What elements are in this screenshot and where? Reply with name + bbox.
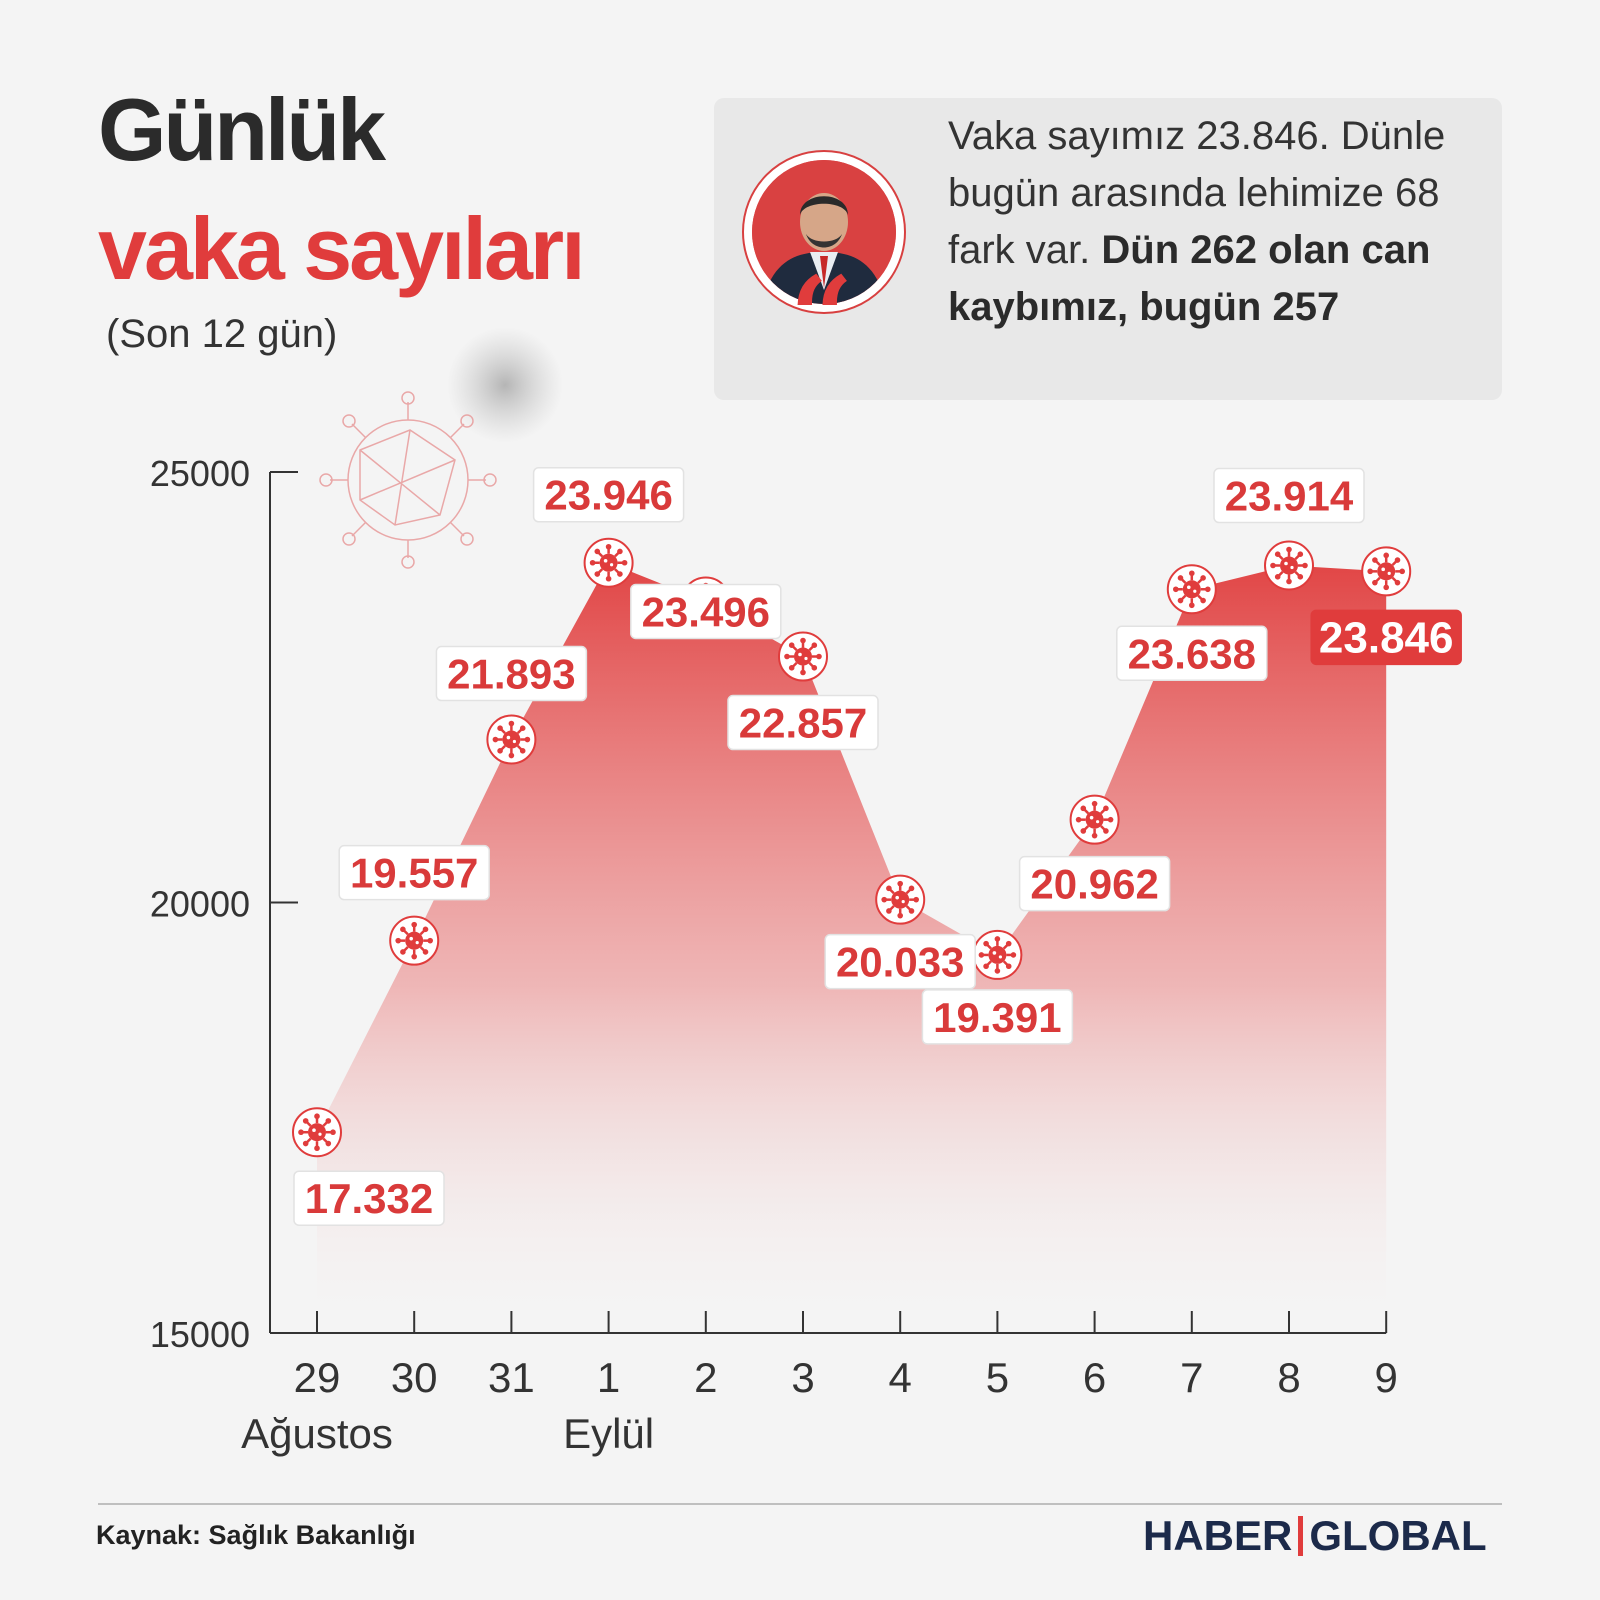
value-label: 20.962: [1018, 855, 1171, 912]
axes: 15000 20000 25000 29 30 31 1 2 3 4 5 6 7 8 9 Ağustos Eyl…: [150, 453, 1398, 1457]
avatar: [742, 150, 906, 314]
quote-mark-icon: “: [790, 252, 854, 381]
minister-portrait-icon: [752, 160, 896, 304]
footer-divider: [98, 1503, 1502, 1505]
month-label: Ağustos: [241, 1410, 393, 1457]
virus-icon: [292, 1107, 342, 1158]
x-tick-label: 2: [694, 1354, 717, 1401]
x-tick-label: 1: [597, 1354, 620, 1401]
quote-text: Vaka sayımız 23.846. Dünle bugün arasınd…: [948, 108, 1488, 336]
x-tick-label: 4: [889, 1354, 912, 1401]
highlight-value-label: 23.846: [1310, 609, 1462, 666]
x-tick-label: 29: [294, 1354, 341, 1401]
value-label: 23.914: [1213, 467, 1365, 524]
brand-logo: HABER GLOBAL: [1143, 1512, 1487, 1560]
value-label-text: 21.893: [447, 651, 575, 698]
markers: [292, 537, 1412, 1158]
virus-icon: [778, 631, 828, 682]
quote-text-bold: Dün 262 olan can kaybımız, bugün 257: [948, 228, 1431, 329]
month-label: Eylül: [563, 1410, 654, 1457]
virus-icon: [1069, 794, 1120, 845]
brand-separator: [1298, 1516, 1304, 1556]
virus-icon: [1361, 546, 1412, 597]
value-label-text: 23.638: [1128, 630, 1256, 677]
virus-icon: [583, 537, 634, 588]
data-labels: 17.332 19.557 21.893 23.946 23.496 22.857 20.0…: [293, 466, 1462, 1226]
virus-icon: [389, 915, 440, 966]
quote-text-regular: Vaka sayımız 23.846. Dünle bugün arasınd…: [948, 114, 1446, 272]
virus-icon: [972, 929, 1023, 980]
brand-left: HABER: [1143, 1512, 1293, 1559]
value-label-text: 23.946: [544, 472, 672, 519]
value-label: 23.946: [532, 466, 685, 523]
area-chart: 15000 20000 25000 29 30 31 1 2 3 4 5 6 7 8 9 Ağustos Eyl…: [150, 327, 1462, 1457]
virus-icon: [875, 874, 926, 925]
value-label-text: 20.962: [1030, 861, 1158, 908]
brand-right: GLOBAL: [1309, 1512, 1487, 1559]
value-label: 19.391: [921, 989, 1074, 1045]
virus-icon: [1264, 540, 1314, 591]
value-label: 22.857: [727, 694, 879, 751]
x-tick-label: 6: [1083, 1354, 1106, 1401]
value-label-text: 20.033: [836, 939, 964, 986]
x-tick-label: 3: [791, 1354, 814, 1401]
value-label-text: 23.914: [1225, 473, 1354, 520]
y-tick-label: 25000: [150, 453, 250, 494]
subtitle: (Son 12 gün): [106, 312, 338, 356]
value-label-text: 19.391: [933, 994, 1061, 1041]
value-label-text: 19.557: [350, 850, 478, 897]
value-label-text: 17.332: [305, 1175, 433, 1222]
virus-icon: [486, 714, 537, 765]
x-tick-label: 30: [391, 1354, 438, 1401]
decorative-virus-icon: [319, 327, 563, 569]
value-label: 19.557: [338, 844, 490, 901]
title-line-2: vaka sayıları: [98, 199, 586, 298]
value-label-text: 23.846: [1319, 613, 1454, 662]
value-label-text: 23.496: [642, 588, 770, 635]
virus-icon: [1166, 564, 1217, 615]
x-tick-label: 7: [1180, 1354, 1203, 1401]
value-label: 21.893: [435, 645, 588, 702]
y-tick-label: 20000: [150, 884, 250, 925]
source-text: Kaynak: Sağlık Bakanlığı: [96, 1520, 416, 1550]
x-tick-label: 5: [986, 1354, 1009, 1401]
x-tick-label: 9: [1375, 1354, 1398, 1401]
value-label: 17.332: [293, 1170, 445, 1226]
value-label: 20.033: [824, 933, 976, 990]
y-tick-label: 15000: [150, 1314, 250, 1355]
value-label: 23.496: [630, 583, 782, 640]
title-line-1: Günlük: [98, 80, 386, 179]
x-tick-label: 31: [488, 1354, 535, 1401]
x-tick-label: 8: [1277, 1354, 1300, 1401]
value-label: 23.638: [1116, 625, 1268, 682]
value-label-text: 22.857: [739, 700, 867, 747]
